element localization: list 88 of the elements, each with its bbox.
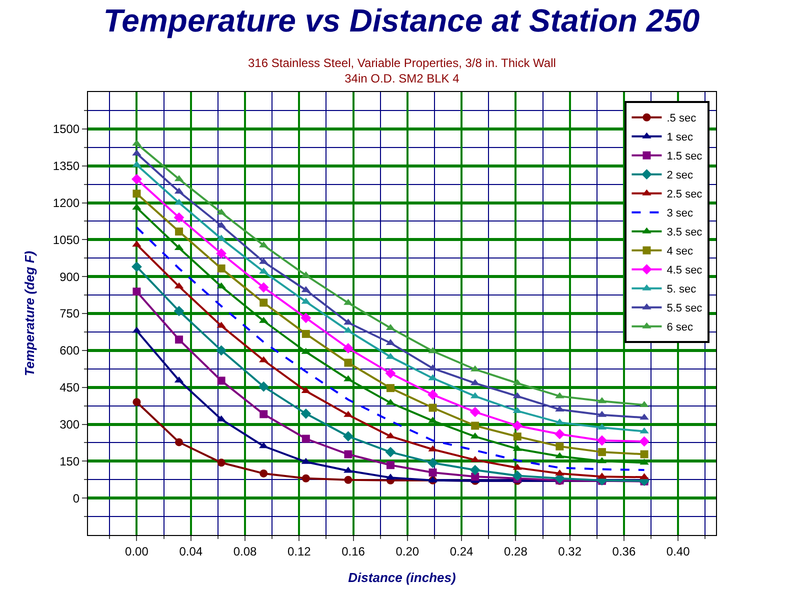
point	[260, 469, 268, 478]
point	[217, 376, 226, 385]
y-tick-label: 1350	[52, 159, 80, 174]
point	[470, 406, 480, 418]
point	[132, 398, 141, 406]
x-tick-label: 0.04	[179, 544, 203, 558]
legend-label: 4.5 sec	[666, 264, 703, 277]
point	[512, 470, 523, 481]
point	[300, 408, 312, 419]
legend-label: 2.5 sec	[666, 188, 703, 201]
point	[386, 461, 394, 470]
y-tick-label: 150	[60, 454, 80, 468]
y-tick-label: 300	[60, 417, 80, 432]
chart-title: Temperature vs Distance at Station 250	[103, 2, 700, 39]
point	[132, 174, 142, 184]
point	[428, 468, 437, 476]
legend-label: 3.5 sec	[666, 226, 703, 239]
y-tick-label: 0	[72, 491, 80, 506]
point	[640, 450, 648, 458]
point	[428, 390, 438, 400]
y-tick-label: 1050	[52, 232, 80, 247]
point	[428, 458, 438, 468]
point	[385, 368, 396, 378]
y-tick-label: 600	[60, 344, 80, 358]
x-axis-title: Distance (inches)	[348, 570, 456, 585]
point	[132, 262, 142, 272]
point	[344, 358, 352, 367]
y-tick-label: 450	[60, 380, 80, 395]
x-tick-label: 0.28	[504, 544, 528, 558]
x-tick-label: 0.20	[396, 544, 420, 558]
point	[174, 212, 184, 223]
point	[513, 432, 522, 441]
point	[132, 190, 141, 198]
legend-label: 6 sec	[666, 322, 694, 334]
chart-subtitle: 316 Stainless Steel, Variable Properties, 3/8 in. Thick Wall 34in O.D. SM2 BLK 4	[248, 56, 556, 86]
point	[260, 298, 268, 307]
point	[216, 248, 227, 259]
point	[175, 228, 184, 236]
point	[258, 282, 269, 293]
point	[556, 442, 564, 450]
x-tick-label: 0.08	[233, 544, 257, 558]
legend-label: 2 sec	[666, 170, 694, 182]
point	[174, 306, 184, 316]
legend-label: .5 sec	[666, 112, 697, 125]
point	[132, 288, 141, 296]
legend-label: 3 sec	[666, 208, 694, 220]
point	[598, 448, 606, 456]
legend-label: 1.5 sec	[666, 150, 703, 163]
x-tick-label: 0.36	[612, 544, 636, 558]
point	[596, 435, 608, 446]
point	[639, 436, 650, 447]
point	[386, 384, 394, 392]
x-tick-label: 0.40	[666, 544, 690, 558]
point	[471, 422, 480, 430]
point	[344, 476, 352, 484]
legend-label: 5. sec	[666, 284, 697, 296]
point	[343, 431, 354, 442]
legend-label: 5.5 sec	[666, 302, 703, 315]
legend-label: 1 sec	[666, 132, 694, 144]
point	[344, 450, 352, 458]
y-axis-title: Temperature (deg F)	[22, 250, 37, 376]
point	[260, 410, 268, 418]
y-tick-label: 750	[60, 306, 80, 321]
x-tick-label: 0.12	[287, 544, 312, 558]
point	[512, 420, 523, 431]
point	[302, 434, 310, 443]
point	[302, 330, 310, 338]
y-tick-label: 1200	[52, 196, 80, 210]
point	[343, 343, 354, 354]
point	[216, 345, 227, 356]
point	[175, 336, 184, 344]
point	[217, 458, 226, 467]
point	[385, 446, 396, 458]
point	[302, 474, 310, 482]
point	[217, 264, 226, 272]
point	[428, 404, 437, 412]
legend-label: 4 sec	[666, 246, 694, 258]
x-tick-label: 0.24	[450, 544, 474, 558]
point	[300, 312, 312, 324]
point	[175, 438, 184, 446]
point	[258, 381, 269, 392]
point	[470, 464, 480, 476]
point	[554, 428, 565, 440]
y-tick-label: 1500	[52, 122, 80, 136]
x-tick-label: 0.32	[558, 544, 582, 558]
y-tick-label: 900	[60, 270, 80, 284]
x-tick-label: 0.16	[342, 544, 366, 558]
x-tick-label: 0.00	[125, 544, 149, 558]
